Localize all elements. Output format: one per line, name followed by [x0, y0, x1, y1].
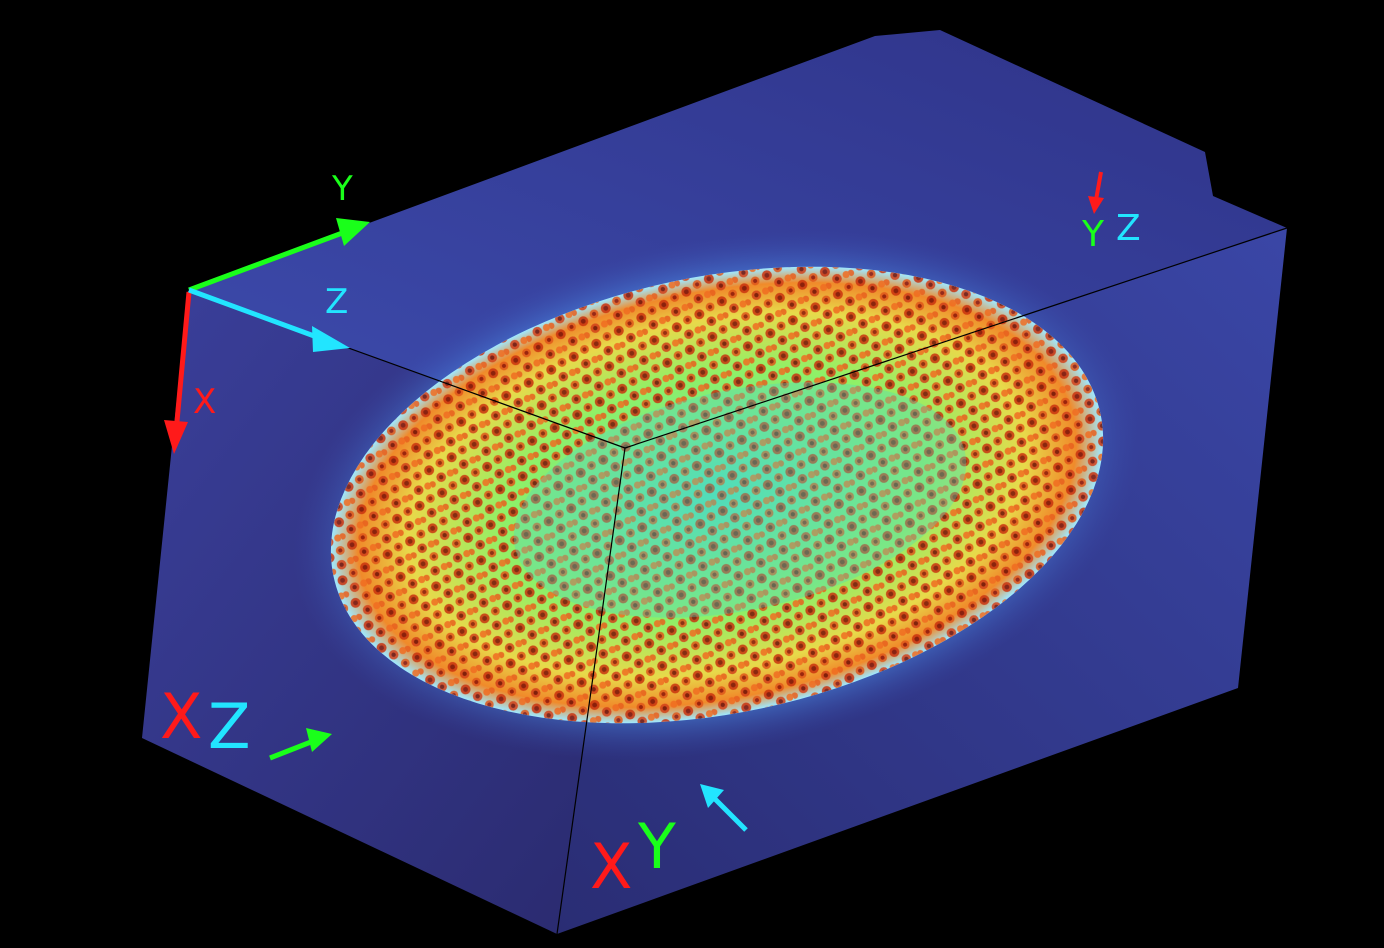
x-axis-label: X — [193, 382, 216, 422]
xz-view-arrow-icon — [269, 728, 332, 761]
yz-view-arrow-icon — [1088, 171, 1104, 214]
x-axis-arrow-icon — [164, 291, 192, 454]
xy-plane-x-label: X — [590, 830, 632, 903]
xy-plane-y-label: Y — [637, 810, 676, 883]
y-axis-arrow-icon — [188, 218, 370, 293]
xz-plane-x-label: X — [160, 680, 202, 753]
z-axis-arrow-icon — [188, 287, 350, 352]
yz-plane-z-label: Z — [1116, 208, 1141, 249]
xz-plane-z-label: Z — [208, 690, 250, 763]
y-axis-label: Y — [331, 169, 353, 209]
xy-view-arrow-icon — [700, 784, 748, 832]
z-axis-label: Z — [325, 282, 348, 322]
embryo — [293, 230, 1141, 760]
yz-plane-y-label: Y — [1081, 214, 1105, 255]
